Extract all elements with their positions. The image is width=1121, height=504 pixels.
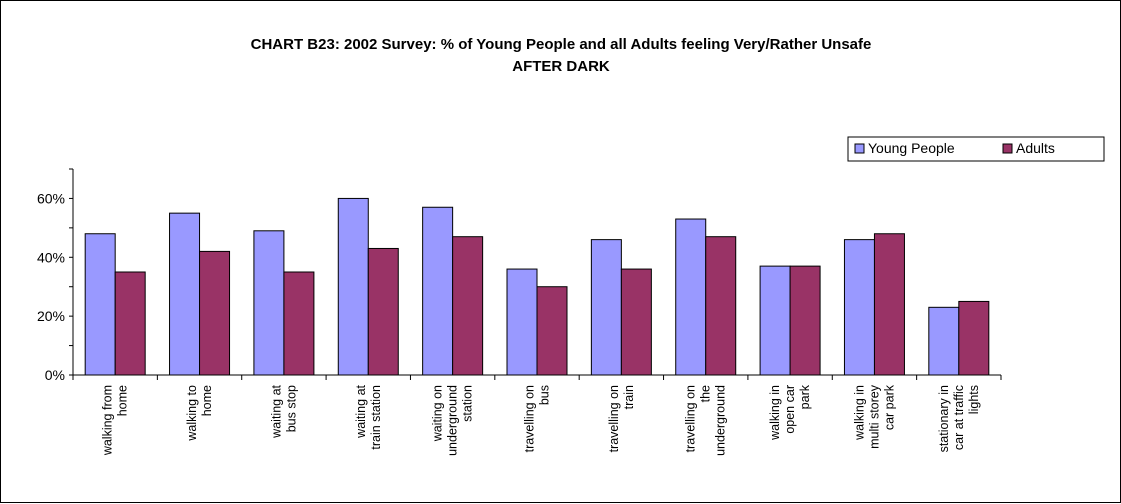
legend-swatch-young-people: [854, 143, 865, 154]
category-label: walking in: [768, 385, 782, 441]
category-label: home: [116, 385, 130, 416]
category-label: stationary in: [937, 385, 951, 452]
category-label: travelling on: [684, 385, 698, 452]
bar-adults: [199, 250, 231, 376]
category-label: train station: [369, 385, 383, 450]
category-label: travelling on: [607, 385, 621, 452]
bar-young-people: [590, 239, 622, 376]
legend: Young People Adults: [847, 136, 1105, 162]
chart-subtitle: AFTER DARK: [512, 58, 610, 75]
category-label: waiting on: [431, 385, 445, 442]
bar-adults: [536, 286, 568, 376]
category-label: station: [461, 385, 475, 422]
category-label: car at traffic: [952, 385, 966, 450]
bar-adults: [705, 236, 737, 376]
bar-adults: [283, 271, 315, 376]
category-label: multi storey: [867, 384, 881, 449]
bar-young-people: [675, 218, 707, 376]
category-labels: walking from home walking to home waiting at…: [101, 384, 981, 456]
bar-adults: [452, 236, 484, 376]
legend-swatch-adults: [1002, 143, 1013, 154]
bar-young-people: [84, 233, 116, 376]
bar-adults: [789, 265, 821, 376]
category-label: home: [200, 385, 214, 416]
legend-box: [847, 136, 1105, 162]
category-label: car park: [882, 384, 896, 430]
y-tick-label: 20%: [37, 308, 65, 324]
category-label: open car: [783, 385, 797, 434]
bars: [84, 197, 990, 376]
category-label: travelling on: [523, 385, 537, 452]
bar-young-people: [928, 306, 960, 376]
category-label: waiting at: [269, 384, 283, 438]
y-tick-label: 0%: [45, 367, 65, 383]
bar-young-people: [506, 268, 538, 376]
chart-title: CHART B23: 2002 Survey: % of Young Peopl…: [251, 36, 872, 53]
y-tick-label: 40%: [37, 249, 65, 265]
category-label: lights: [967, 385, 981, 414]
bar-adults: [958, 300, 990, 376]
y-tick-label: 60%: [37, 190, 65, 206]
bar-adults: [367, 247, 399, 376]
category-label: walking in: [852, 385, 866, 441]
category-label: bus stop: [284, 385, 298, 432]
bar-young-people: [422, 206, 454, 376]
category-label: underground: [714, 385, 728, 456]
bar-young-people: [843, 239, 875, 376]
category-label: waiting at: [354, 384, 368, 438]
category-label: walking to: [185, 385, 199, 442]
category-label: underground: [446, 385, 460, 456]
bar-adults: [873, 233, 905, 376]
category-label: the: [699, 385, 713, 402]
category-label: train: [622, 385, 636, 409]
bar-adults: [114, 271, 146, 376]
legend-label-young-people: Young People: [868, 140, 955, 156]
bar-young-people: [337, 197, 369, 376]
legend-label-adults: Adults: [1016, 140, 1055, 156]
bar-adults: [620, 268, 652, 376]
category-label: park: [798, 384, 812, 409]
bar-young-people: [169, 212, 201, 376]
bar-young-people: [759, 265, 791, 376]
category-label: bus: [538, 385, 552, 405]
category-label: walking from: [101, 385, 115, 456]
bar-young-people: [253, 230, 285, 376]
y-ticks: 0% 20% 40% 60%: [37, 168, 73, 383]
